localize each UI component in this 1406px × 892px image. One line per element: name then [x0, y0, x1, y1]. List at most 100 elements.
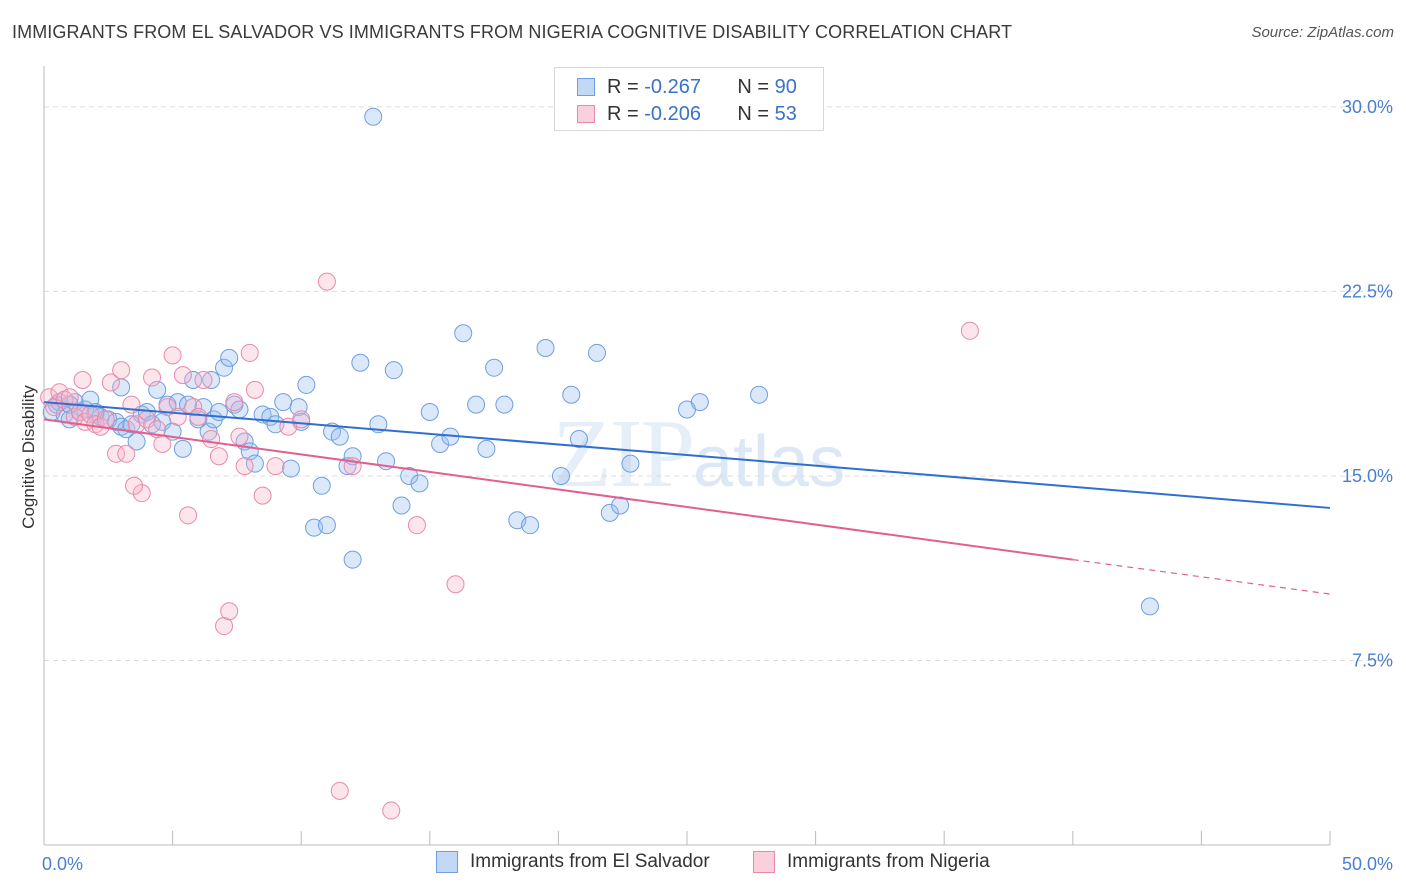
- el-salvador-point: [485, 358, 504, 377]
- nigeria-point: [292, 410, 311, 429]
- legend-row-el-salvador: R = -0.267 N = 90: [577, 75, 797, 99]
- nigeria-point: [101, 373, 120, 392]
- nigeria-point: [225, 393, 244, 412]
- nigeria-point: [202, 430, 221, 449]
- nigeria-point: [317, 272, 336, 291]
- nigeria-point: [960, 321, 979, 340]
- nigeria-point: [60, 388, 79, 407]
- el-salvador-point: [1140, 597, 1159, 616]
- nigeria-point: [446, 575, 465, 594]
- el-salvador-point: [551, 466, 570, 485]
- el-salvador-point: [184, 371, 203, 389]
- el-salvador-point: [173, 439, 192, 458]
- legend-swatch-el-salvador: [577, 78, 595, 96]
- nigeria-point: [163, 346, 182, 365]
- nigeria-point: [184, 398, 203, 417]
- nigeria-point: [71, 402, 90, 421]
- legend-item-el-salvador[interactable]: Immigrants from El Salvador: [436, 851, 710, 873]
- chart-title: IMMIGRANTS FROM EL SALVADOR VS IMMIGRANT…: [12, 22, 1013, 42]
- nigeria-trend-line-extension: [1072, 559, 1331, 595]
- source-label: Source: ZipAtlas.com: [1251, 24, 1394, 41]
- nigeria-point: [230, 427, 249, 446]
- nigeria-point: [179, 506, 198, 525]
- legend-swatch-nigeria: [753, 851, 775, 873]
- legend-item-nigeria[interactable]: Immigrants from Nigeria: [753, 851, 990, 873]
- nigeria-point: [382, 801, 401, 820]
- el-salvador-point: [274, 393, 293, 412]
- el-salvador-point: [245, 454, 264, 473]
- el-salvador-point: [392, 496, 411, 515]
- legend-n-label: N =: [737, 102, 770, 125]
- legend-n-value: 53: [774, 102, 797, 125]
- nigeria-point: [407, 516, 426, 535]
- el-salvador-point: [281, 459, 300, 478]
- stats-legend: R = -0.267 N = 90 R = -0.206 N = 53: [554, 67, 824, 131]
- y-tick-label: 7.5%: [1352, 650, 1393, 670]
- nigeria-point: [117, 444, 136, 463]
- el-salvador-point: [454, 324, 473, 343]
- nigeria-point: [132, 484, 151, 503]
- legend-r-value: -0.267: [644, 75, 701, 98]
- legend-label-el-salvador: Immigrants from El Salvador: [470, 851, 710, 872]
- series-legend: Immigrants from El Salvador Immigrants f…: [0, 851, 1406, 879]
- y-tick-label: 30.0%: [1342, 97, 1393, 117]
- el-salvador-point: [364, 107, 383, 126]
- el-salvador-point: [587, 343, 606, 362]
- nigeria-point: [168, 407, 187, 426]
- el-salvador-point: [410, 474, 429, 493]
- nigeria-point: [220, 602, 239, 621]
- nigeria-point: [143, 368, 162, 387]
- legend-row-nigeria: R = -0.206 N = 53: [577, 102, 797, 126]
- legend-r-label: R =: [607, 75, 639, 98]
- el-salvador-point: [477, 439, 496, 458]
- y-tick-label: 15.0%: [1342, 466, 1393, 486]
- nigeria-point: [173, 366, 192, 385]
- nigeria-point: [240, 343, 259, 362]
- el-salvador-point: [521, 516, 540, 535]
- el-salvador-point: [312, 476, 331, 495]
- el-salvador-point: [420, 402, 439, 421]
- legend-r-label: R =: [607, 102, 639, 125]
- el-salvador-point: [65, 393, 84, 412]
- nigeria-point: [235, 457, 254, 476]
- el-salvador-trend-line: [43, 401, 1331, 509]
- legend-label-nigeria: Immigrants from Nigeria: [787, 851, 990, 872]
- nigeria-point: [125, 476, 144, 495]
- x-tick-label: 50.0%: [1342, 854, 1393, 874]
- el-salvador-point: [621, 454, 640, 473]
- el-salvador-point: [343, 550, 362, 569]
- el-salvador-point: [220, 348, 239, 367]
- el-salvador-point: [202, 371, 221, 389]
- nigeria-point: [112, 361, 131, 380]
- nigeria-point: [153, 434, 172, 453]
- nigeria-point: [330, 781, 349, 800]
- x-tick-label: 0.0%: [42, 854, 83, 874]
- legend-n-label: N =: [737, 75, 770, 98]
- nigeria-trend-line: [43, 418, 1073, 561]
- el-salvador-point: [215, 358, 234, 377]
- el-salvador-point: [569, 430, 588, 449]
- nigeria-point: [245, 380, 264, 399]
- nigeria-point: [73, 371, 92, 389]
- nigeria-point: [65, 407, 84, 426]
- el-salvador-point: [562, 385, 581, 404]
- el-salvador-point: [351, 353, 370, 372]
- nigeria-point: [253, 486, 272, 505]
- el-salvador-point: [690, 393, 709, 412]
- legend-swatch-nigeria: [577, 105, 595, 123]
- nigeria-point: [266, 457, 285, 476]
- el-salvador-point: [330, 427, 349, 446]
- nigeria-point: [209, 447, 228, 466]
- nigeria-point: [189, 407, 208, 426]
- el-salvador-point: [600, 503, 619, 522]
- watermark: ZIPatlas: [552, 398, 845, 510]
- el-salvador-point: [536, 339, 555, 358]
- nigeria-point: [194, 371, 213, 389]
- y-axis-label: Cognitive Disability: [19, 385, 38, 529]
- legend-n-value: 90: [774, 75, 797, 98]
- y-tick-label: 22.5%: [1342, 281, 1393, 301]
- el-salvador-point: [317, 516, 336, 535]
- el-salvador-point: [143, 415, 162, 434]
- legend-swatch-el-salvador: [436, 851, 458, 873]
